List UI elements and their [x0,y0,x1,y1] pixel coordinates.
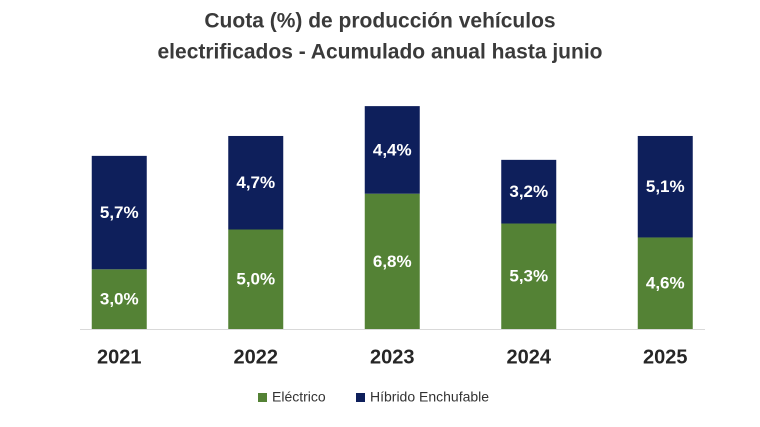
bar-segment [501,159,557,224]
x-tick-label: 2022 [234,346,279,368]
value-label: 5,7% [100,203,139,222]
legend-label: Eléctrico [272,389,326,405]
bar-segment [364,106,420,194]
bar-segment [637,135,693,238]
x-tick-label: 2024 [507,346,552,368]
x-tick-label: 2021 [97,346,142,368]
value-label: 5,3% [509,267,548,286]
bar-segment [91,269,147,329]
bar-segment [501,223,557,329]
value-label: 3,0% [100,290,139,309]
value-label: 4,4% [373,140,412,159]
bar-segment [228,229,284,329]
value-label: 5,0% [236,270,275,289]
legend-label: Híbrido Enchufable [370,389,489,405]
legend-swatch [356,393,365,402]
value-label: 4,6% [646,274,685,293]
chart-title: electrificados - Acumulado anual hasta j… [158,41,603,64]
legend-swatch [258,393,267,402]
bar-segment [228,135,284,230]
x-tick-label: 2025 [643,346,688,368]
bar-segment [364,193,420,329]
value-label: 3,2% [509,182,548,201]
value-label: 4,7% [236,173,275,192]
bar-segment [91,155,147,270]
value-label: 5,1% [646,177,685,196]
chart-title: Cuota (%) de producción vehículos [204,10,555,33]
bar-segment [637,237,693,329]
value-label: 6,8% [373,252,412,271]
x-tick-label: 2023 [370,346,415,368]
